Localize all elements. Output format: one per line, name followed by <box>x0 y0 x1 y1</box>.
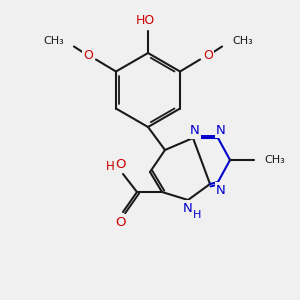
Text: N: N <box>183 202 193 214</box>
Text: N: N <box>190 124 200 137</box>
Text: N: N <box>216 124 226 136</box>
Text: H: H <box>106 160 114 172</box>
Text: CH₃: CH₃ <box>264 155 285 165</box>
Text: O: O <box>83 49 93 62</box>
Text: CH₃: CH₃ <box>232 37 253 46</box>
Text: O: O <box>115 215 125 229</box>
Text: N: N <box>216 184 226 196</box>
Text: O: O <box>115 158 125 172</box>
Text: CH₃: CH₃ <box>43 37 64 46</box>
Text: HO: HO <box>135 14 154 26</box>
Text: H: H <box>193 210 201 220</box>
Text: O: O <box>203 49 213 62</box>
